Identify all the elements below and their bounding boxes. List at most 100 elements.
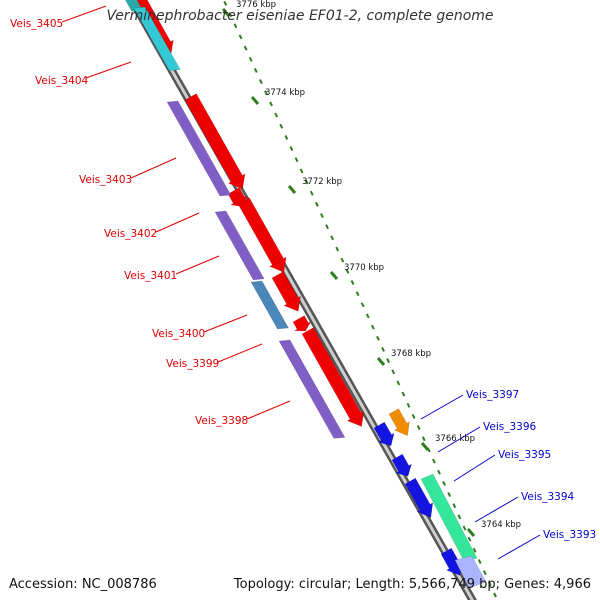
minor-tick	[482, 570, 487, 576]
minor-tick	[391, 369, 396, 375]
minor-tick	[452, 503, 457, 509]
gene-label-veis-3396: Veis_3396	[483, 421, 537, 433]
label-leader-line	[175, 255, 220, 275]
label-leader-line	[217, 343, 263, 363]
tick-label: 3776 kbp	[236, 0, 276, 10]
gene-arrow	[404, 477, 434, 518]
minor-tick	[233, 23, 238, 29]
tick-label: 3770 kbp	[344, 263, 384, 273]
minor-tick	[269, 101, 273, 107]
minor-tick	[325, 224, 329, 230]
minor-tick	[274, 112, 279, 118]
minor-tick	[381, 347, 385, 352]
major-tick	[221, 8, 231, 17]
minor-tick	[386, 358, 391, 364]
minor-tick	[345, 268, 350, 274]
forward-gene-arrow	[184, 93, 246, 190]
minor-tick	[330, 235, 335, 241]
label-leader-line	[130, 157, 177, 179]
tick-label: 3772 kbp	[302, 177, 342, 187]
minor-tick	[365, 313, 370, 319]
major-tick	[250, 96, 260, 105]
gene-label-veis-3399: Veis_3399	[166, 358, 219, 370]
major-tick	[466, 528, 476, 537]
reverse-gene-block	[250, 280, 289, 330]
gene-label-veis-3397: Veis_3397	[466, 389, 519, 401]
gene-label-veis-3403: Veis_3403	[79, 174, 132, 186]
minor-tick	[238, 34, 243, 40]
gene-label-veis-3405: Veis_3405	[10, 18, 63, 30]
minor-tick	[396, 380, 401, 386]
accession-text: Accession: NC_008786	[9, 577, 157, 592]
minor-tick	[360, 302, 365, 308]
gene-arrow	[373, 421, 395, 447]
minor-tick	[223, 1, 228, 6]
gene-label-veis-3394: Veis_3394	[521, 491, 575, 503]
minor-tick	[284, 134, 289, 140]
gene-block-light	[454, 555, 487, 589]
forward-gene-arrow	[271, 271, 301, 312]
major-tick	[420, 442, 430, 451]
gene-label-veis-3400: Veis_3400	[152, 328, 205, 340]
label-leader-line	[474, 496, 519, 523]
reverse-gene-block	[214, 210, 265, 281]
minor-tick	[442, 480, 447, 486]
minor-tick	[437, 469, 441, 475]
forward-gene-arrow	[301, 327, 365, 427]
gene-block-green	[420, 473, 478, 564]
forward-gene-arrow	[292, 315, 312, 332]
minor-tick	[401, 391, 406, 397]
minor-tick	[406, 402, 411, 408]
minor-tick	[228, 12, 233, 18]
minor-tick	[335, 246, 340, 252]
minor-tick	[340, 257, 345, 263]
tick-label: 3764 kbp	[481, 520, 521, 530]
minor-tick	[258, 79, 263, 85]
minor-tick	[299, 168, 304, 174]
gene-label-veis-3402: Veis_3402	[104, 228, 157, 240]
gene-arrow	[391, 453, 412, 477]
major-tick	[376, 357, 386, 366]
gene-label-veis-3395: Veis_3395	[498, 449, 551, 461]
minor-tick	[304, 179, 309, 185]
major-tick	[287, 185, 297, 194]
minor-tick	[488, 581, 492, 587]
label-leader-line	[155, 212, 200, 233]
minor-tick	[370, 324, 375, 330]
label-leader-line	[453, 454, 496, 482]
forward-gene-arrow	[237, 197, 287, 273]
minor-tick	[457, 514, 462, 520]
minor-tick	[314, 201, 319, 207]
label-leader-line	[246, 400, 291, 420]
minor-tick	[416, 425, 421, 431]
label-leader-line	[437, 426, 481, 453]
minor-tick	[462, 525, 467, 531]
tick-label: 3774 kbp	[265, 88, 305, 98]
gene-label-veis-3393: Veis_3393	[543, 529, 596, 541]
minor-tick	[467, 536, 472, 542]
tick-label: 3766 kbp	[435, 434, 475, 444]
tick-label: 3768 kbp	[391, 349, 431, 359]
minor-tick	[309, 190, 314, 196]
label-leader-line	[61, 5, 107, 23]
minor-tick	[253, 67, 258, 73]
gene-features	[125, 0, 487, 589]
ruler-ticks: 3776 kbp 3774 kbp 3772 kbp 3770 kbp 3768 kbp…	[221, 0, 521, 598]
minor-tick	[279, 123, 284, 129]
minor-tick	[493, 592, 497, 598]
label-leader-line	[85, 61, 132, 79]
reverse-gene-block	[278, 339, 346, 439]
reverse-gene-block	[133, 6, 181, 71]
label-leader-line	[497, 534, 541, 560]
minor-tick	[421, 436, 426, 442]
minor-tick	[355, 291, 360, 297]
map-title: Verminephrobacter eiseniae EF01-2, compl…	[106, 8, 494, 24]
gene-label-veis-3398: Veis_3398	[195, 415, 248, 427]
minor-tick	[432, 458, 436, 464]
major-tick	[329, 271, 339, 280]
gene-arrow-orange	[388, 408, 410, 437]
minor-tick	[376, 335, 380, 341]
gene-labels: Veis_3405 Veis_3404 Veis_3403 Veis_3402 Veis…	[10, 5, 596, 560]
genome-summary-text: Topology: circular; Length: 5,566,749 bp…	[233, 577, 591, 592]
